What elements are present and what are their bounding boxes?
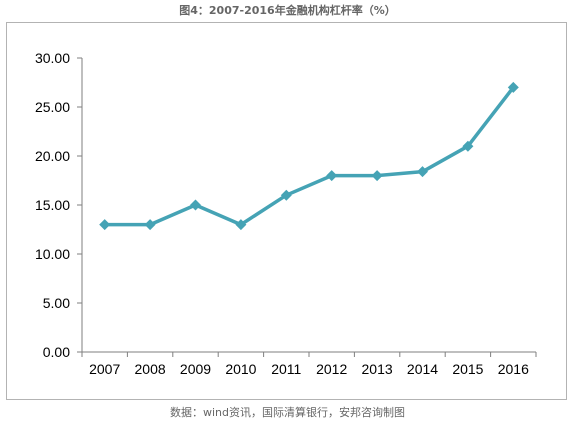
y-axis-ticks: 0.00 5.00 10.00 15.00 20.00 25.00 30.00 [35, 50, 82, 360]
x-tick-label: 2009 [180, 361, 211, 377]
y-tick-label: 10.00 [35, 246, 70, 262]
y-tick-label: 20.00 [35, 148, 70, 164]
y-tick-label: 0.00 [43, 344, 70, 360]
x-tick-label: 2014 [407, 361, 438, 377]
x-tick-label: 2015 [452, 361, 483, 377]
x-tick-label: 2013 [362, 361, 393, 377]
y-tick-label: 30.00 [35, 50, 70, 66]
x-tick-label: 2007 [89, 361, 120, 377]
y-tick-label: 5.00 [43, 295, 70, 311]
x-tick-label: 2012 [316, 361, 347, 377]
data-point-marker [507, 81, 519, 93]
data-point-marker [417, 166, 428, 178]
data-point-marker [280, 189, 292, 201]
chart-title: 图4：2007-2016年金融机构杠杆率（%） [179, 4, 396, 17]
data-point-marker [99, 219, 111, 231]
x-tick-label: 2016 [498, 361, 529, 377]
series-markers [99, 81, 519, 231]
x-tick-label: 2008 [135, 361, 166, 377]
data-point-marker [371, 170, 383, 182]
y-tick-label: 15.00 [35, 197, 70, 213]
x-tick-label: 2010 [225, 361, 256, 377]
chart-frame [6, 22, 567, 400]
x-axis-ticks: 2007 2008 2009 2010 2011 2012 2013 2014 2015 2016 [81, 352, 537, 377]
data-point-marker [326, 170, 338, 182]
x-tick-label: 2011 [271, 361, 301, 377]
y-tick-label: 25.00 [35, 99, 70, 115]
data-point-marker [190, 199, 201, 211]
data-point-marker [144, 219, 156, 231]
series-line [102, 85, 516, 227]
data-point-marker [235, 219, 247, 231]
chart-source: 数据：wind资讯，国际清算银行，安邦咨询制图 [169, 406, 405, 419]
data-point-marker [462, 140, 474, 152]
